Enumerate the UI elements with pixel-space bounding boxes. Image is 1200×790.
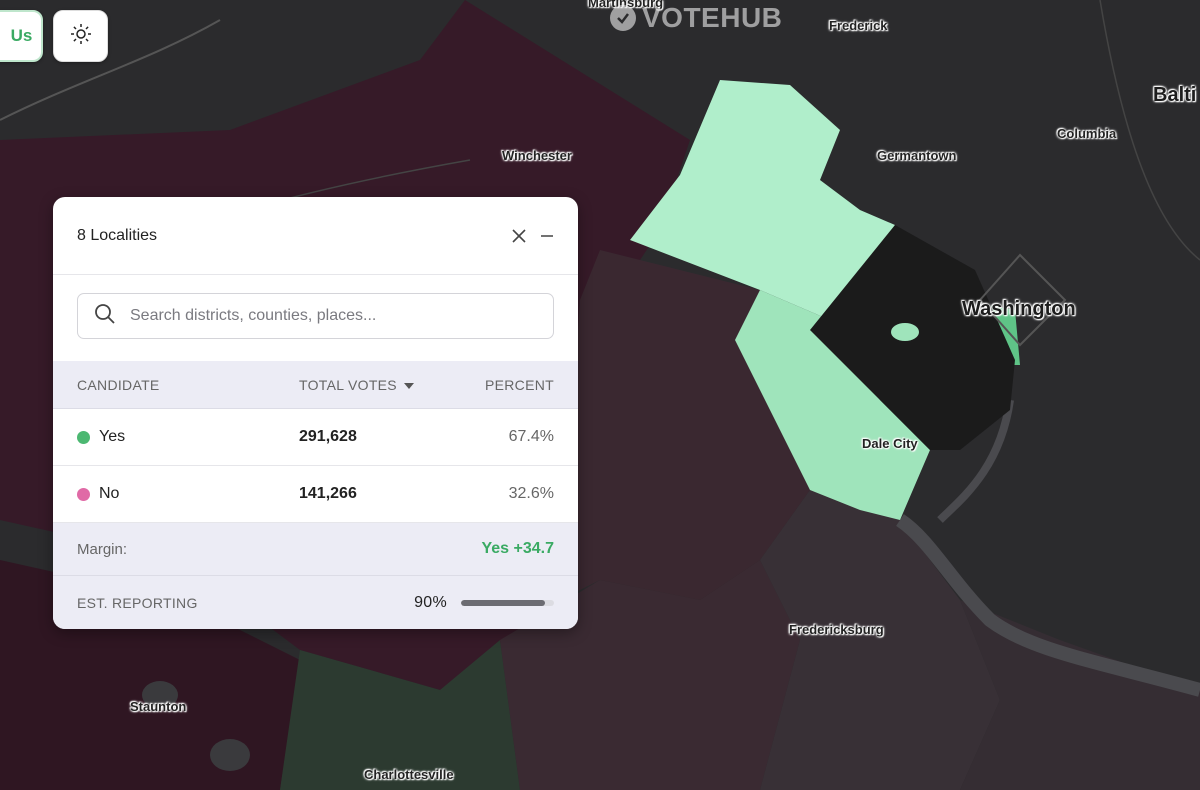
watermark-text: VOTEHUB xyxy=(642,2,783,33)
place-label-frederick: Frederick xyxy=(829,18,888,33)
map-region-no[interactable] xyxy=(280,640,520,790)
column-header-candidate[interactable]: CANDIDATE xyxy=(77,376,160,393)
panel-header: 8 Localities xyxy=(53,197,578,275)
place-label-germantown: Germantown xyxy=(877,148,957,163)
candidate-votes: 141,266 xyxy=(299,485,357,502)
column-header-percent[interactable]: PERCENT xyxy=(485,376,554,393)
sun-icon xyxy=(69,22,93,51)
margin-value: Yes +34.7 xyxy=(481,540,554,557)
theme-toggle-button[interactable] xyxy=(53,10,108,62)
candidate-percent: 67.4% xyxy=(508,428,554,445)
place-label-dale-city: Dale City xyxy=(862,436,918,451)
place-label-charlottesville: Charlottesville xyxy=(364,767,454,782)
candidate-name: No xyxy=(99,485,120,502)
place-label-winchester: Winchester xyxy=(502,148,572,163)
map-region-yes-loudoun[interactable] xyxy=(630,80,895,320)
check-icon xyxy=(610,5,636,31)
map-region-no[interactable] xyxy=(760,490,1000,790)
place-label-baltimore: Balti xyxy=(1153,84,1197,106)
reporting-progress-bar xyxy=(461,599,554,606)
candidate-percent: 32.6% xyxy=(508,485,554,502)
results-panel: 8 Localities CANDIDATE TOTAL VOTES PERCE… xyxy=(53,197,578,629)
candidate-name: Yes xyxy=(99,428,126,445)
candidate-color-dot xyxy=(77,430,90,444)
minimize-icon[interactable] xyxy=(540,229,554,243)
place-label-columbia: Columbia xyxy=(1057,126,1117,141)
search-box[interactable] xyxy=(77,293,554,339)
map-region-no[interactable] xyxy=(960,600,1200,790)
margin-label: Margin: xyxy=(77,540,128,558)
search-icon xyxy=(94,303,116,330)
place-label-fredericksburg: Fredericksburg xyxy=(789,622,884,637)
close-icon[interactable] xyxy=(512,228,526,243)
table-row[interactable]: No 141,266 32.6% xyxy=(53,466,578,523)
map-region-yes-prince-william[interactable] xyxy=(735,290,930,520)
panel-title: 8 Localities xyxy=(77,226,158,244)
column-header-votes[interactable]: TOTAL VOTES xyxy=(299,377,464,393)
us-button[interactable]: Us xyxy=(0,10,43,62)
sort-desc-icon xyxy=(403,377,415,393)
candidate-color-dot xyxy=(77,487,90,501)
reporting-value: 90% xyxy=(414,593,447,611)
place-label-staunton: Staunton xyxy=(130,699,187,714)
votehub-watermark: VOTEHUB xyxy=(610,2,782,34)
place-label-washington: Washington xyxy=(962,298,1076,320)
reporting-progress-fill xyxy=(461,599,545,606)
margin-row: Margin: Yes +34.7 xyxy=(53,523,578,576)
candidate-votes: 291,628 xyxy=(299,428,357,445)
column-header-votes-label: TOTAL VOTES xyxy=(299,376,397,393)
table-row[interactable]: Yes 291,628 67.4% xyxy=(53,409,578,466)
table-header: CANDIDATE TOTAL VOTES PERCENT xyxy=(53,361,578,409)
reporting-label: EST. REPORTING xyxy=(77,594,198,611)
us-button-label: Us xyxy=(10,26,33,45)
reporting-row: EST. REPORTING 90% xyxy=(53,576,578,629)
search-input[interactable] xyxy=(128,306,537,326)
